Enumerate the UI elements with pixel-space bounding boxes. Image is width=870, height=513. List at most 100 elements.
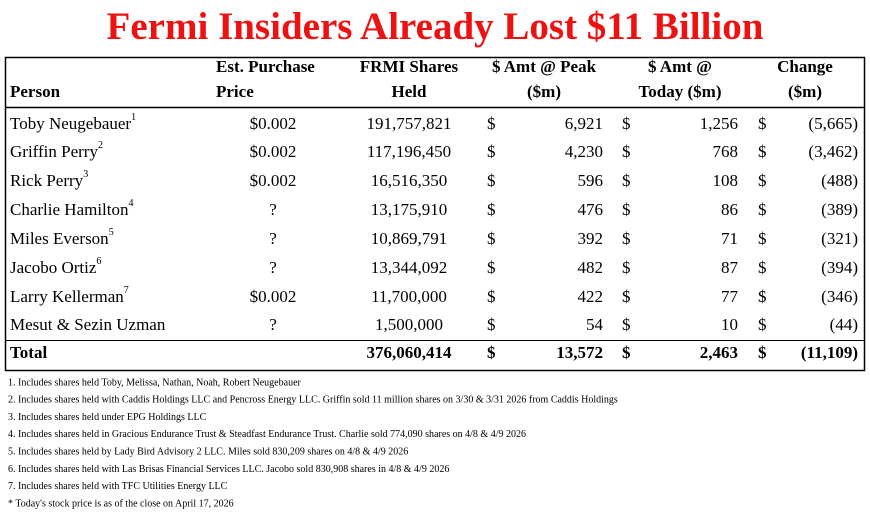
column-header: Today ($m) xyxy=(639,82,722,101)
table-border xyxy=(4,56,866,372)
column-header: $ Amt @ xyxy=(648,57,712,76)
total-label: Total xyxy=(10,343,47,362)
cell-change-sign: $ xyxy=(758,200,767,219)
cell-price: ? xyxy=(269,229,277,248)
footnote: 2. Includes shares held with Caddis Hold… xyxy=(8,395,618,406)
cell-peak-sign: $ xyxy=(487,258,496,277)
cell-change: (321) xyxy=(821,229,858,248)
cell-peak-sign: $ xyxy=(487,171,496,190)
person-name: Mesut & Sezin Uzman xyxy=(10,315,166,334)
footnote-ref: 5 xyxy=(109,227,114,238)
cell-peak-sign: $ xyxy=(487,287,496,306)
cell-today: 77 xyxy=(721,287,739,306)
cell-change: (5,665) xyxy=(808,114,858,133)
footnote: 1. Includes shares held Toby, Melissa, N… xyxy=(8,377,302,388)
total-change: (11,109) xyxy=(801,343,858,362)
person-name: Miles Everson xyxy=(10,229,109,248)
footnote-ref: 1 xyxy=(131,112,136,123)
cell-today: 86 xyxy=(721,200,738,219)
cell-shares: 10,869,791 xyxy=(371,229,448,248)
cell-today: 768 xyxy=(713,142,739,161)
cell-peak-sign: $ xyxy=(487,229,496,248)
cell-peak-sign: $ xyxy=(487,315,496,334)
footnote-ref: 2 xyxy=(98,140,103,151)
cell-price: $0.002 xyxy=(250,142,297,161)
cell-change: (488) xyxy=(821,171,858,190)
column-header: Person xyxy=(10,82,61,101)
cell-peak-sign: $ xyxy=(487,200,496,219)
person-name: Jacobo Ortiz6 xyxy=(10,256,101,277)
person-name: Toby Neugebauer1 xyxy=(10,112,136,133)
cell-change-sign: $ xyxy=(758,114,767,133)
cell-today: 10 xyxy=(721,315,738,334)
footnote-ref: 6 xyxy=(96,256,101,267)
footnote: * Today's stock price is as of the close… xyxy=(8,498,234,509)
footnote: 6. Includes shares held with Las Brisas … xyxy=(8,464,449,475)
cell-shares: 13,344,092 xyxy=(371,258,448,277)
footnote-ref: 4 xyxy=(129,198,134,209)
total-peak-sign: $ xyxy=(487,343,496,362)
total-today: 2,463 xyxy=(700,343,738,362)
total-shares: 376,060,414 xyxy=(367,343,453,362)
cell-today: 71 xyxy=(721,229,738,248)
cell-today-sign: $ xyxy=(622,171,631,190)
total-peak: 13,572 xyxy=(556,343,603,362)
cell-today-sign: $ xyxy=(622,258,631,277)
cell-peak: 476 xyxy=(578,200,604,219)
cell-change-sign: $ xyxy=(758,142,767,161)
cell-change-sign: $ xyxy=(758,171,767,190)
cell-change-sign: $ xyxy=(758,287,767,306)
footnote: 5. Includes shares held by Lady Bird Adv… xyxy=(8,446,408,457)
cell-peak-sign: $ xyxy=(487,142,496,161)
cell-shares: 1,500,000 xyxy=(375,315,443,334)
cell-change-sign: $ xyxy=(758,229,767,248)
footnote-ref: 3 xyxy=(83,169,88,180)
cell-change: (394) xyxy=(821,258,858,277)
cell-change: (3,462) xyxy=(808,142,858,161)
cell-peak: 54 xyxy=(586,315,604,334)
cell-peak-sign: $ xyxy=(487,114,496,133)
cell-price: $0.002 xyxy=(250,114,297,133)
person-name: Toby Neugebauer xyxy=(10,114,131,133)
person-name: Rick Perry3 xyxy=(10,169,88,190)
cell-change-sign: $ xyxy=(758,258,767,277)
cell-price: ? xyxy=(269,200,277,219)
cell-shares: 191,757,821 xyxy=(367,114,452,133)
footnote: 7. Includes shares held with TFC Utiliti… xyxy=(8,481,228,492)
column-header: ($m) xyxy=(527,82,561,101)
total-change-sign: $ xyxy=(758,343,767,362)
column-header: Est. Purchase xyxy=(216,57,315,76)
cell-shares: 16,516,350 xyxy=(371,171,448,190)
cell-today-sign: $ xyxy=(622,315,631,334)
cell-peak: 6,921 xyxy=(565,114,603,133)
cell-change: (346) xyxy=(821,287,858,306)
column-header: $ Amt @ Peak xyxy=(492,57,597,76)
person-name: Jacobo Ortiz xyxy=(10,258,97,277)
person-name: Mesut & Sezin Uzman xyxy=(10,315,166,334)
person-name: Larry Kellerman xyxy=(10,287,124,306)
cell-today-sign: $ xyxy=(622,114,631,133)
cell-today: 87 xyxy=(721,258,739,277)
footnote-ref: 7 xyxy=(124,285,129,296)
cell-change: (44) xyxy=(830,315,858,334)
column-header: Held xyxy=(392,82,427,101)
cell-shares: 117,196,450 xyxy=(367,142,451,161)
cell-price: $0.002 xyxy=(250,287,297,306)
cell-today-sign: $ xyxy=(622,287,631,306)
person-name: Charlie Hamilton4 xyxy=(10,198,134,219)
person-name: Larry Kellerman7 xyxy=(10,285,129,306)
person-name: Charlie Hamilton xyxy=(10,200,129,219)
cell-change-sign: $ xyxy=(758,315,767,334)
footnote: 3. Includes shares held under EPG Holdin… xyxy=(8,412,207,423)
cell-change: (389) xyxy=(821,200,858,219)
cell-today: 1,256 xyxy=(700,114,738,133)
cell-today-sign: $ xyxy=(622,142,631,161)
person-name: Miles Everson5 xyxy=(10,227,114,248)
person-name: Griffin Perry2 xyxy=(10,140,103,161)
cell-price: $0.002 xyxy=(250,171,297,190)
person-name: Griffin Perry xyxy=(10,142,98,161)
cell-peak: 596 xyxy=(578,171,604,190)
cell-shares: 11,700,000 xyxy=(371,287,447,306)
cell-today-sign: $ xyxy=(622,200,631,219)
